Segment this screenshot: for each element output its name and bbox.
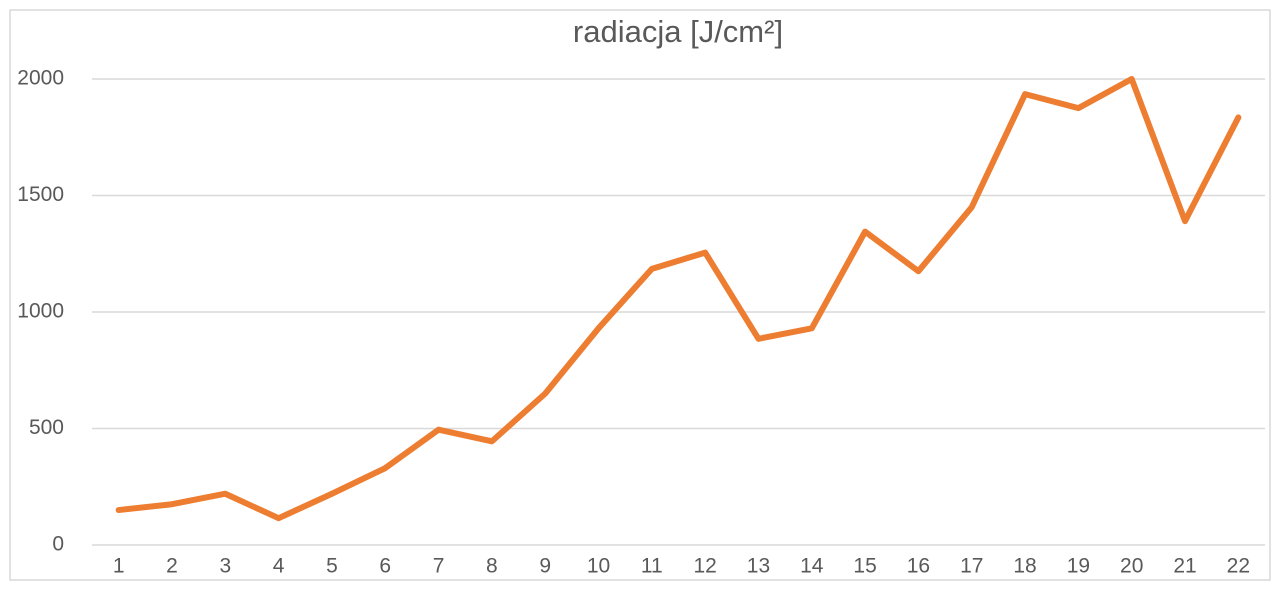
x-tick-label: 5 — [326, 555, 338, 578]
y-tick-label: 2000 — [17, 67, 64, 90]
x-tick-label: 19 — [1067, 555, 1090, 578]
x-tick-label: 17 — [960, 555, 983, 578]
y-tick-label: 1000 — [17, 300, 64, 323]
x-tick-label: 12 — [693, 555, 716, 578]
x-tick-label: 6 — [379, 555, 391, 578]
chart-border — [9, 9, 1271, 581]
x-tick-label: 10 — [587, 555, 610, 578]
x-tick-label: 14 — [800, 555, 824, 578]
x-tick-label: 3 — [219, 555, 231, 578]
x-tick-label: 9 — [539, 555, 551, 578]
x-tick-label: 16 — [907, 555, 930, 578]
y-tick-label: 500 — [29, 416, 64, 439]
x-tick-label: 18 — [1013, 555, 1036, 578]
x-tick-label: 13 — [747, 555, 770, 578]
chart-title: radiacja [J/cm²] — [573, 14, 783, 49]
x-tick-label: 4 — [273, 555, 285, 578]
y-tick-label: 0 — [52, 533, 64, 556]
x-tick-label: 22 — [1227, 555, 1250, 578]
x-tick-label: 2 — [166, 555, 178, 578]
x-tick-label: 8 — [486, 555, 498, 578]
x-tick-label: 20 — [1120, 555, 1143, 578]
x-tick-label: 7 — [433, 555, 445, 578]
x-tick-label: 15 — [853, 555, 876, 578]
x-tick-label: 11 — [641, 555, 663, 578]
x-tick-label: 21 — [1173, 555, 1196, 578]
y-tick-label: 1500 — [17, 183, 64, 206]
x-tick-label: 1 — [113, 555, 125, 578]
line-series — [115, 76, 1242, 522]
